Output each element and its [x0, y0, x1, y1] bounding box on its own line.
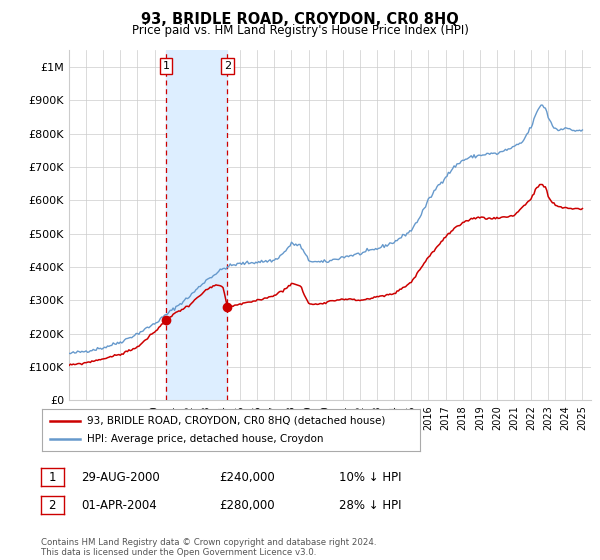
Text: 1: 1 [49, 470, 56, 484]
Text: 10% ↓ HPI: 10% ↓ HPI [339, 470, 401, 484]
Text: 1: 1 [163, 61, 169, 71]
Text: £240,000: £240,000 [219, 470, 275, 484]
Text: 93, BRIDLE ROAD, CROYDON, CR0 8HQ: 93, BRIDLE ROAD, CROYDON, CR0 8HQ [141, 12, 459, 27]
Text: 2: 2 [224, 61, 231, 71]
Text: 28% ↓ HPI: 28% ↓ HPI [339, 498, 401, 512]
Text: 01-APR-2004: 01-APR-2004 [81, 498, 157, 512]
Text: 29-AUG-2000: 29-AUG-2000 [81, 470, 160, 484]
Text: HPI: Average price, detached house, Croydon: HPI: Average price, detached house, Croy… [88, 434, 324, 444]
Bar [166, 50, 227, 400]
Text: 2: 2 [49, 498, 56, 512]
Text: £280,000: £280,000 [219, 498, 275, 512]
Text: 93, BRIDLE ROAD, CROYDON, CR0 8HQ (detached house): 93, BRIDLE ROAD, CROYDON, CR0 8HQ (detac… [88, 416, 386, 426]
Text: Contains HM Land Registry data © Crown copyright and database right 2024.
This d: Contains HM Land Registry data © Crown c… [41, 538, 376, 557]
Text: Price paid vs. HM Land Registry's House Price Index (HPI): Price paid vs. HM Land Registry's House … [131, 24, 469, 37]
